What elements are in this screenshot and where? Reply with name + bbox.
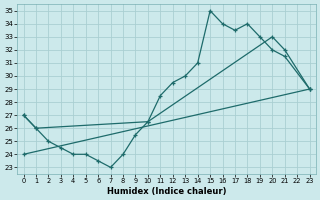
X-axis label: Humidex (Indice chaleur): Humidex (Indice chaleur) bbox=[107, 187, 226, 196]
